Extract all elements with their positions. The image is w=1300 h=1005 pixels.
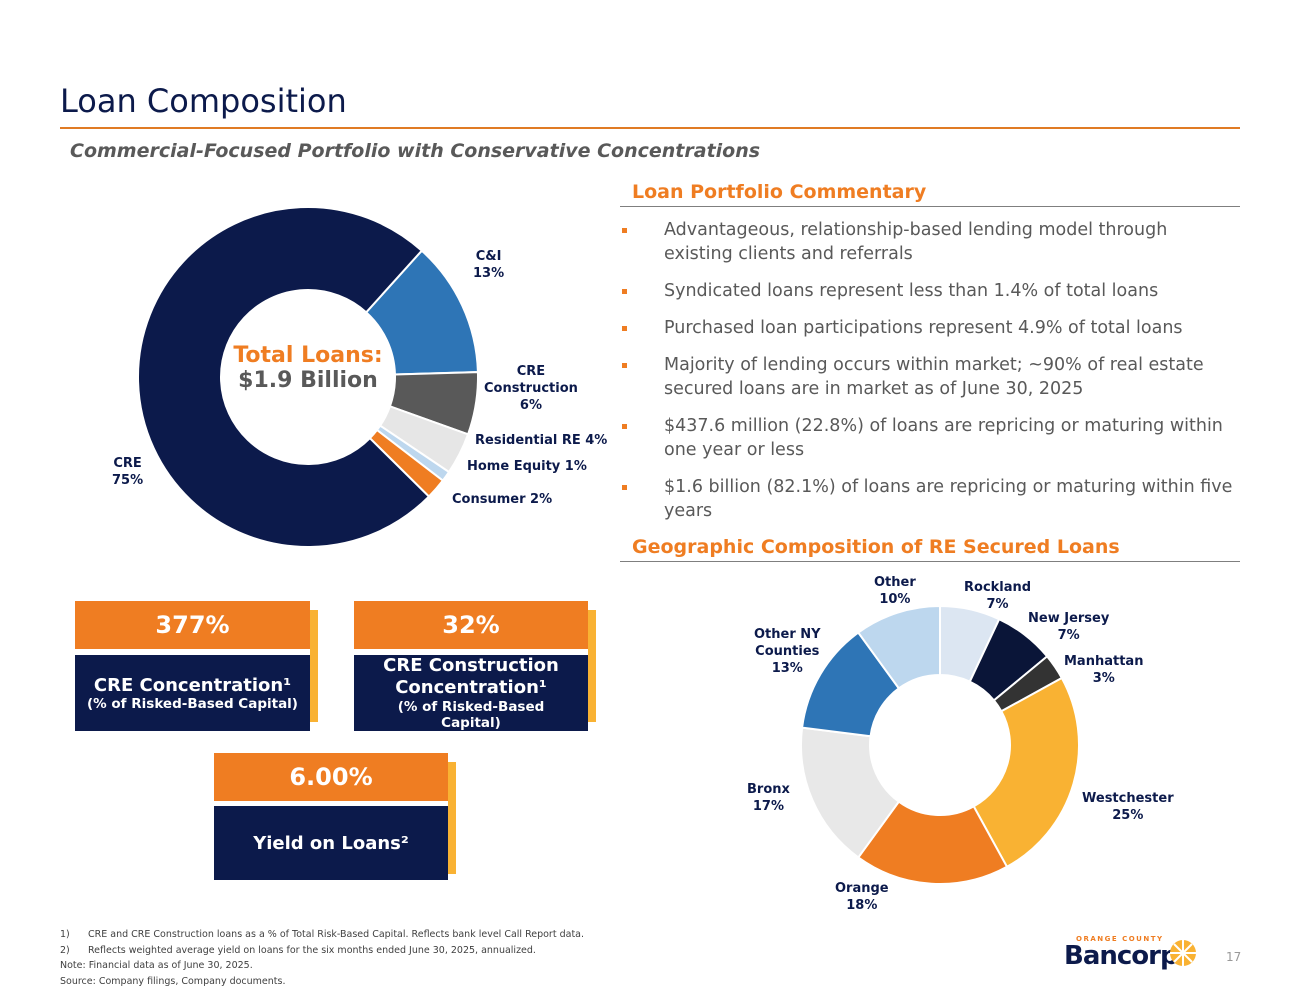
slice-orange bbox=[856, 800, 1009, 885]
label-other-ny: Other NY Counties 13% bbox=[754, 627, 821, 676]
label-bronx: Bronx 17% bbox=[747, 782, 790, 814]
footnotes: 1) CRE and CRE Construction loans as a % … bbox=[60, 929, 585, 987]
bullet: Syndicated loans represent less than 1.4… bbox=[620, 279, 1240, 303]
slice-cre bbox=[137, 206, 431, 548]
label-orange: Orange 18% bbox=[835, 881, 889, 913]
label-cre: CRE 75% bbox=[112, 456, 144, 488]
geo-divider bbox=[620, 561, 1240, 562]
label-new-jersey: New Jersey 7% bbox=[1028, 611, 1110, 643]
donut-center-label: Total Loans: $1.9 Billion bbox=[220, 343, 396, 393]
label-rockland: Rockland 7% bbox=[964, 580, 1032, 612]
card-value: 6.00% bbox=[214, 753, 448, 801]
slice-bronx bbox=[800, 726, 901, 859]
label-other: Other 10% bbox=[874, 575, 916, 607]
card-label: CRE Concentration¹ (% of Risked-Based Cap… bbox=[75, 655, 310, 731]
label-cre-construction: CRE Construction 6% bbox=[484, 364, 578, 413]
center-label-line1: Total Loans: bbox=[233, 343, 383, 368]
page-subtitle: Commercial-Focused Portfolio with Conser… bbox=[70, 140, 761, 162]
label-ci: C&I 13% bbox=[473, 249, 505, 281]
bullet: $437.6 million (22.8%) of loans are repr… bbox=[620, 414, 1240, 462]
label-manhattan: Manhattan 3% bbox=[1064, 654, 1144, 686]
label-consumer: Consumer 2% bbox=[452, 492, 553, 507]
page-title: Loan Composition bbox=[60, 82, 347, 120]
commentary-divider bbox=[620, 206, 1240, 207]
bullet: Majority of lending occurs within market… bbox=[620, 353, 1240, 401]
geo-heading: Geographic Composition of RE Secured Loa… bbox=[632, 536, 1120, 558]
slice-other bbox=[856, 604, 941, 690]
card-value: 32% bbox=[354, 601, 588, 649]
label-home-equity: Home Equity 1% bbox=[467, 459, 587, 474]
commentary-list: Advantageous, relationship-based lending… bbox=[620, 218, 1240, 536]
center-label-line2: $1.9 Billion bbox=[238, 368, 378, 393]
bullet: Purchased loan participations represent … bbox=[620, 316, 1240, 340]
label-westchester: Westchester 25% bbox=[1082, 791, 1174, 823]
company-logo: ORANGE COUNTY Bancorp bbox=[1064, 935, 1179, 971]
bullet: Advantageous, relationship-based lending… bbox=[620, 218, 1240, 266]
card-value: 377% bbox=[75, 601, 310, 649]
page-number: 17 bbox=[1226, 950, 1242, 964]
label-residential: Residential RE 4% bbox=[475, 433, 608, 448]
bullet: $1.6 billion (82.1%) of loans are repric… bbox=[620, 475, 1240, 523]
card-label: Yield on Loans² bbox=[214, 806, 448, 880]
orange-slice-icon bbox=[1170, 940, 1196, 966]
slice-westchester bbox=[972, 676, 1080, 869]
card-label: CRE Construction Concentration¹ (% of Ris… bbox=[354, 655, 588, 731]
commentary-heading: Loan Portfolio Commentary bbox=[632, 181, 927, 203]
title-divider bbox=[60, 127, 1240, 129]
